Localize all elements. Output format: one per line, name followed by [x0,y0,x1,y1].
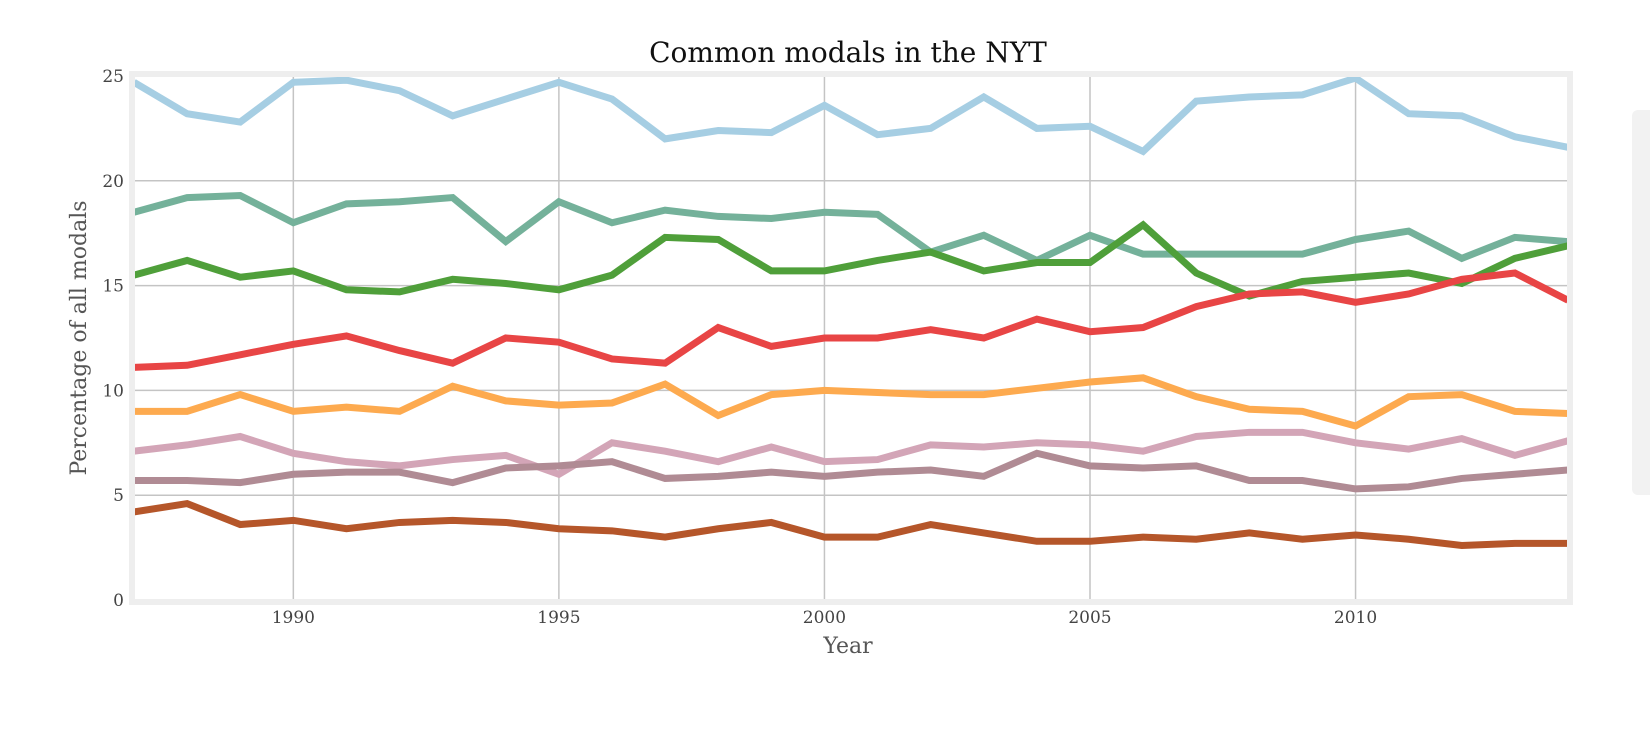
y-tick-label: 25 [102,67,124,87]
series-line-7 [134,449,1568,493]
series-line-5 [134,374,1568,430]
y-tick-label: 5 [113,486,124,506]
series-lines [134,75,1568,550]
y-tick-label: 20 [102,172,124,192]
y-tick-labels: 0 5 10 15 20 25 [102,67,124,611]
series-line-6 [134,428,1568,479]
series-line-8 [134,499,1568,550]
plot-frame [129,71,1573,605]
series-line-1 [134,75,1568,156]
x-tick-label: 2000 [803,608,846,628]
series-line-3 [134,220,1568,300]
x-tick-label: 1990 [272,608,315,628]
y-tick-label: 15 [102,277,124,297]
y-axis-label: Percentage of all modals [67,200,92,475]
chart-title: Common modals in the NYT [649,36,1047,69]
x-tick-label: 1995 [537,608,580,628]
x-tick-label: 2005 [1068,608,1111,628]
y-tick-label: 10 [102,381,124,401]
x-axis-label: Year [822,634,873,659]
y-tick-label: 0 [113,591,124,611]
series-line-4 [134,269,1568,371]
x-tick-label: 2010 [1334,608,1377,628]
legend-panel [1632,110,1650,495]
series-line-2 [134,191,1568,265]
x-tick-labels: 1990 1995 2000 2005 2010 [272,608,1377,628]
plot-border [129,71,1573,605]
